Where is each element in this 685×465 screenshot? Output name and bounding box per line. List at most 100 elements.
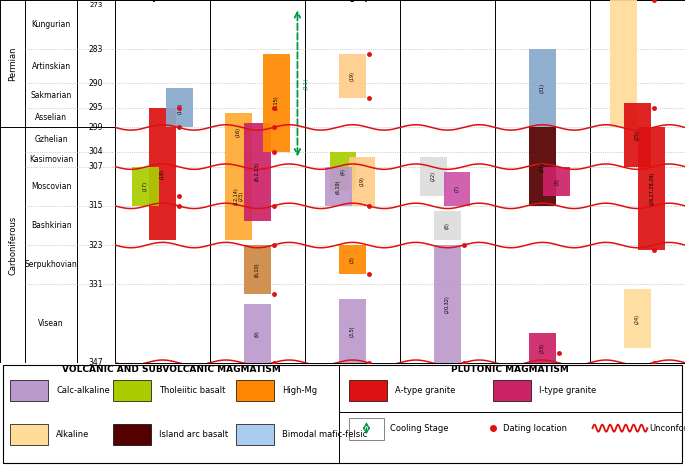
Text: Kasimovian: Kasimovian: [29, 155, 73, 164]
Bar: [339, 299, 366, 363]
Text: Artinskian: Artinskian: [32, 62, 71, 71]
Text: (6,10): (6,10): [255, 262, 260, 277]
Bar: [113, 424, 151, 445]
Bar: [245, 245, 271, 294]
Bar: [349, 418, 384, 440]
Text: (19): (19): [350, 71, 355, 81]
Text: (20,32): (20,32): [445, 295, 450, 313]
Text: 304: 304: [89, 147, 103, 156]
Text: (3): (3): [554, 178, 559, 185]
Text: Barleik-
Mayile Mt.: Barleik- Mayile Mt.: [139, 0, 186, 2]
Bar: [434, 211, 461, 240]
Text: Serpukhovian: Serpukhovian: [25, 260, 77, 269]
Bar: [434, 245, 461, 363]
Text: Dating location: Dating location: [503, 424, 567, 432]
Text: (4,19): (4,19): [336, 179, 341, 193]
Text: (17): (17): [143, 181, 148, 191]
Text: Bashkirian: Bashkirian: [31, 221, 71, 230]
Text: North
Tianshan: North Tianshan: [427, 0, 469, 2]
Text: 331: 331: [89, 280, 103, 289]
Text: (24): (24): [635, 313, 640, 324]
Bar: [149, 108, 176, 240]
Text: (1,2): (1,2): [177, 102, 182, 113]
Bar: [339, 54, 366, 98]
Text: High-Mg: High-Mg: [282, 386, 317, 395]
Text: (19): (19): [360, 176, 364, 186]
Text: Gzhelian: Gzhelian: [34, 135, 68, 144]
Text: Bimodal mafic-felsic: Bimodal mafic-felsic: [282, 430, 367, 439]
Text: Island arc basalt: Island arc basalt: [159, 430, 228, 439]
Text: Moscovian: Moscovian: [31, 182, 71, 191]
Text: (3,15): (3,15): [274, 96, 279, 110]
Bar: [543, 166, 570, 196]
Text: (8): (8): [445, 222, 450, 229]
Text: Alkaline: Alkaline: [56, 430, 90, 439]
Bar: [166, 88, 193, 127]
Bar: [236, 380, 274, 400]
Text: 307: 307: [89, 162, 103, 171]
Bar: [624, 289, 651, 348]
Bar: [113, 380, 151, 400]
Text: 295: 295: [89, 103, 103, 113]
Bar: [245, 123, 271, 220]
Text: Cooling Stage: Cooling Stage: [390, 424, 449, 432]
Text: (18): (18): [160, 169, 165, 179]
Bar: [493, 380, 531, 400]
Text: 315: 315: [89, 201, 103, 210]
Text: A-type granite: A-type granite: [395, 386, 456, 395]
Text: PLUTONIC MAGMATISM: PLUTONIC MAGMATISM: [451, 365, 569, 374]
Text: Calc-alkaline: Calc-alkaline: [56, 386, 110, 395]
Bar: [263, 54, 290, 152]
Bar: [325, 166, 351, 206]
Text: (16): (16): [236, 127, 241, 137]
Bar: [610, 0, 636, 127]
Bar: [132, 166, 159, 206]
Bar: [10, 380, 48, 400]
Text: (9): (9): [255, 330, 260, 337]
Text: Visean: Visean: [38, 319, 64, 328]
Bar: [530, 49, 556, 127]
Text: (31): (31): [540, 83, 545, 93]
Bar: [530, 127, 556, 206]
Text: Asselian: Asselian: [35, 113, 67, 122]
Text: Permian: Permian: [8, 46, 17, 81]
Bar: [329, 152, 356, 191]
Text: (33): (33): [540, 343, 545, 353]
Text: 283: 283: [89, 45, 103, 53]
Text: (25): (25): [635, 130, 640, 140]
Text: (26,27,28,29): (26,27,28,29): [649, 172, 654, 205]
Text: (22): (22): [431, 172, 436, 181]
Text: Zhongguai-
Luliang Uplift: Zhongguai- Luliang Uplift: [322, 0, 383, 2]
Text: Unconformity: Unconformity: [649, 424, 685, 432]
Text: 273: 273: [90, 2, 103, 8]
Text: (3,5): (3,5): [350, 325, 355, 337]
Text: Carboniferous: Carboniferous: [8, 215, 17, 275]
Text: Kungurian: Kungurian: [32, 20, 71, 29]
Text: (6,2,13): (6,2,13): [255, 162, 260, 181]
Bar: [225, 152, 252, 240]
Text: (7): (7): [455, 185, 460, 192]
Bar: [349, 157, 375, 206]
Text: Zaire-
Hala'alate Mt.: Zaire- Hala'alate Mt.: [226, 0, 289, 2]
Bar: [349, 380, 387, 400]
Bar: [236, 424, 274, 445]
Bar: [444, 172, 471, 206]
Text: I-type granite: I-type granite: [539, 386, 597, 395]
Text: VOLCANIC AND SUBVOLCANIC MAGMATISM: VOLCANIC AND SUBVOLCANIC MAGMATISM: [62, 365, 281, 374]
Bar: [225, 113, 252, 152]
Bar: [624, 103, 651, 166]
Text: (11): (11): [303, 77, 308, 90]
Bar: [638, 127, 665, 250]
Text: (4): (4): [340, 168, 345, 175]
Bar: [339, 245, 366, 274]
Bar: [420, 157, 447, 196]
Text: 299: 299: [89, 123, 103, 132]
Text: Sakmarian: Sakmarian: [31, 91, 72, 100]
Bar: [245, 304, 271, 363]
Bar: [530, 333, 556, 363]
Text: 290: 290: [89, 79, 103, 88]
Text: Tholeiitic basalt: Tholeiitic basalt: [159, 386, 225, 395]
Text: (21): (21): [540, 162, 545, 172]
Text: (3): (3): [350, 256, 355, 263]
Text: 347: 347: [89, 358, 103, 367]
